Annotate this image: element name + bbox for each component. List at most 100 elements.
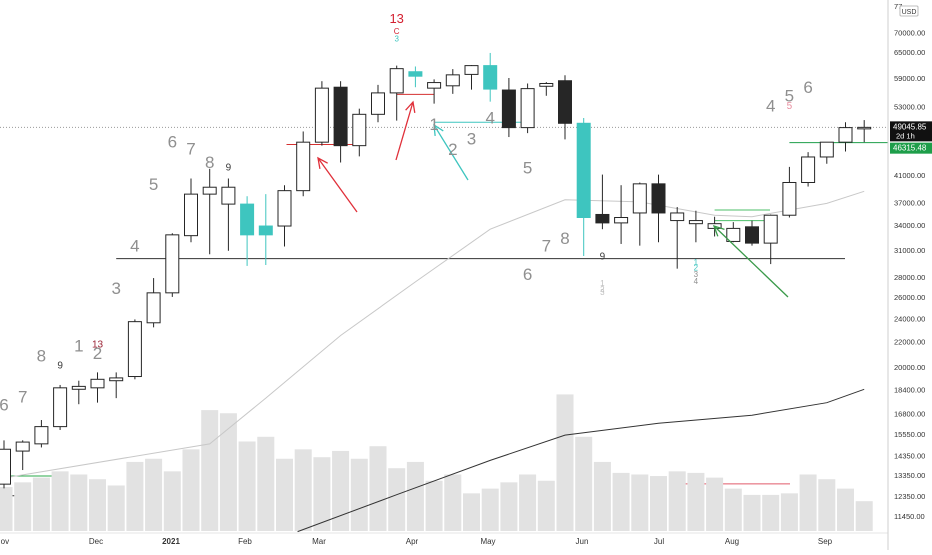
volume-bar (650, 476, 667, 531)
candle-body (277, 190, 292, 227)
volume-bar (743, 494, 761, 531)
red-arrow-feb (317, 156, 358, 213)
price-tick-label: 15550.00 (894, 430, 925, 439)
volume-bar (219, 413, 237, 531)
candle (838, 122, 853, 152)
td-count-label: 7 (542, 237, 551, 256)
td-count-label: 8 (560, 229, 569, 248)
td-count-label: 5 (785, 87, 794, 106)
x-tick-label: Aug (725, 537, 739, 546)
price-tick-label: 24000.00 (894, 314, 925, 323)
x-tick-label: Dec (89, 537, 103, 546)
x-tick-label: May (480, 537, 495, 546)
candle-body (763, 214, 778, 244)
annotations-layer (317, 100, 789, 298)
currency-badge[interactable] (899, 5, 919, 17)
candle (408, 66, 423, 88)
candle (595, 174, 610, 230)
moving-average-short (3, 190, 865, 479)
candle-body (688, 220, 703, 225)
volume-bar (481, 488, 499, 531)
price-tick-label: 14350.00 (894, 452, 925, 461)
candle-body (539, 82, 554, 87)
price-tick-label: 41000.00 (894, 171, 925, 180)
green-level-badge (890, 142, 932, 154)
candle (614, 185, 629, 244)
candle-body (314, 87, 329, 143)
volume-bar (276, 458, 293, 531)
volume-bar (612, 472, 630, 531)
td-count-label: 4 (766, 97, 775, 116)
candle-body (90, 378, 105, 389)
volume-layer (0, 394, 873, 531)
td-count-label: 7 (186, 140, 195, 159)
x-tick-label: 2021 (162, 537, 180, 546)
candle (71, 380, 86, 405)
green-level-label: 46315.48 (893, 144, 927, 153)
price-axis[interactable]: 11450.00 12350.00 13350.00 14350.00 15550.00… (887, 0, 925, 550)
price-tick-label: 70000.00 (894, 28, 925, 37)
price-tick-label: 12350.00 (894, 492, 925, 501)
volume-bar (163, 471, 181, 531)
candle-body (595, 213, 610, 224)
moving-averages-layer (3, 190, 865, 533)
candle-body (371, 92, 385, 115)
td-count-label: 3 (394, 34, 399, 43)
candle (240, 196, 255, 266)
volume-bar (593, 461, 611, 531)
volume-bar (556, 394, 574, 531)
volume-bar (51, 471, 69, 531)
candle-body (352, 113, 367, 147)
candle-body (408, 71, 423, 77)
volume-bar (762, 494, 780, 531)
candle (819, 141, 834, 164)
volume-bar (201, 410, 219, 531)
td-count-label: 6 (0, 395, 9, 414)
arrow-head (405, 100, 416, 113)
volume-bar (107, 485, 125, 531)
candles-layer (0, 52, 872, 489)
candle-body (857, 126, 872, 130)
volume-bar (0, 487, 13, 531)
td-count-label: 3 (111, 279, 120, 298)
price-tick-label: 28000.00 (894, 273, 925, 282)
candle-body (520, 88, 535, 129)
volume-bar (855, 501, 873, 531)
candle (277, 185, 292, 247)
countdown-label: 2d 1h (896, 131, 915, 140)
x-tick-label: Jun (576, 537, 589, 546)
td-count-label: 2 (93, 344, 102, 363)
candle (464, 65, 479, 90)
candle-body (501, 89, 516, 129)
td-count-label: 3 (694, 270, 699, 279)
currency-label: USD (902, 9, 917, 16)
td-count-label: 6 (523, 265, 532, 284)
volume-bar (388, 468, 406, 531)
candle (221, 178, 236, 251)
td-count-label: 2 (694, 264, 699, 273)
candle (184, 178, 198, 243)
candle-body (576, 122, 591, 219)
candle-body (726, 227, 741, 242)
candle (782, 166, 797, 218)
moving-average-long (297, 388, 865, 533)
candle-body (819, 141, 834, 158)
candle-body (838, 127, 853, 143)
candle (53, 384, 68, 430)
arrow-shaft (317, 157, 358, 213)
td-count-label: 7 (18, 388, 27, 407)
candle-body (240, 203, 255, 236)
price-tick-label: 22000.00 (894, 338, 925, 347)
candle-body (258, 225, 273, 236)
candle (352, 108, 367, 157)
td-count-label: 6 (803, 78, 812, 97)
price-tick-label: 31000.00 (894, 246, 925, 255)
volume-bar (724, 488, 742, 531)
volume-bar (575, 436, 593, 531)
arrow-shaft (395, 101, 414, 161)
volume-bar (631, 474, 649, 531)
candle (632, 182, 647, 246)
td-count-label: C (394, 27, 400, 36)
candle (801, 152, 816, 187)
